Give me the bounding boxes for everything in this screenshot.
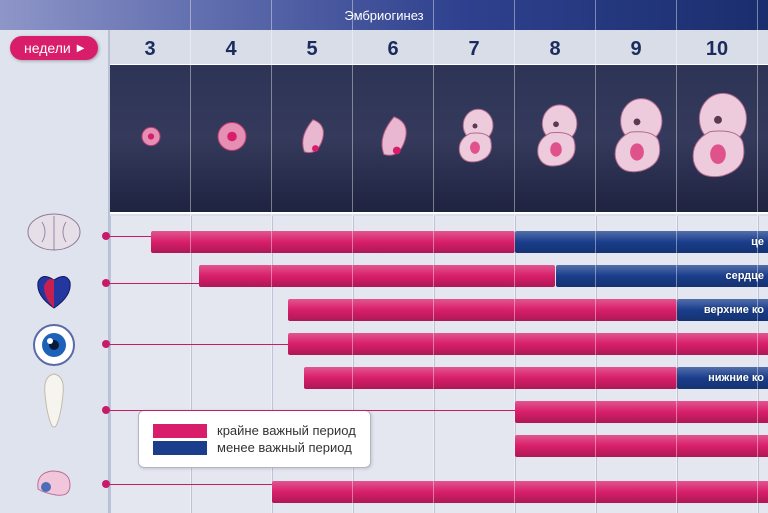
eye-icon bbox=[31, 322, 77, 373]
guide-line bbox=[106, 283, 199, 284]
embryo-icon bbox=[520, 101, 592, 178]
week-number: 4 bbox=[225, 38, 236, 61]
embryo-icon bbox=[594, 94, 680, 185]
guide-line bbox=[106, 484, 272, 485]
brain-icon bbox=[24, 210, 84, 263]
week-number: 10 bbox=[706, 38, 728, 61]
week-number: 3 bbox=[144, 38, 155, 61]
embryo-icon bbox=[444, 106, 506, 173]
week-column: 10 bbox=[677, 0, 758, 513]
legend-box: крайне важный период менее важный период bbox=[138, 410, 371, 468]
week-number: 5 bbox=[306, 38, 317, 61]
embryo-icon bbox=[366, 109, 422, 170]
legend-row: крайне важный период bbox=[153, 423, 356, 438]
legend-label: крайне важный период bbox=[217, 423, 356, 438]
week-column: 7 bbox=[434, 0, 515, 513]
week-number: 9 bbox=[630, 38, 641, 61]
embryo-icon bbox=[212, 117, 252, 162]
guide-line bbox=[106, 344, 288, 345]
guide-line bbox=[106, 410, 515, 411]
legend-swatch bbox=[153, 441, 207, 455]
embryo-icon bbox=[669, 88, 767, 191]
legend-row: менее важный период bbox=[153, 440, 356, 455]
guide-line bbox=[106, 236, 151, 237]
week-column: 8 bbox=[515, 0, 596, 513]
grid-line bbox=[758, 216, 759, 513]
heart-icon bbox=[30, 268, 78, 317]
week-number: 8 bbox=[549, 38, 560, 61]
week-column: 9 bbox=[596, 0, 677, 513]
icon-column bbox=[0, 0, 110, 513]
week-number: 6 bbox=[387, 38, 398, 61]
week-number: 7 bbox=[468, 38, 479, 61]
weeks-label: недели bbox=[24, 40, 71, 56]
tooth-icon bbox=[39, 372, 69, 433]
embryo-icon bbox=[289, 113, 337, 166]
ear-icon bbox=[30, 465, 78, 506]
weeks-badge: недели bbox=[10, 36, 98, 60]
legend-swatch bbox=[153, 424, 207, 438]
embryo-icon bbox=[138, 124, 164, 155]
legend-label: менее важный период bbox=[217, 440, 352, 455]
